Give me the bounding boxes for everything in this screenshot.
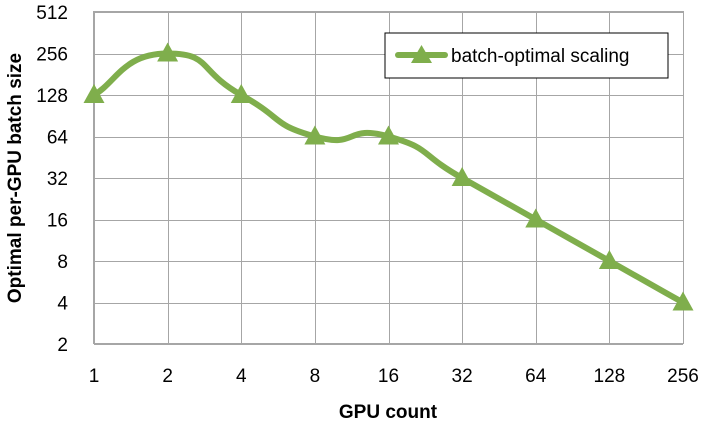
x-tick-label: 1 xyxy=(89,366,100,387)
y-tick-label: 128 xyxy=(36,86,68,107)
series-markers xyxy=(83,42,694,311)
x-tick-label: 4 xyxy=(236,366,247,387)
data-point-16 xyxy=(378,125,399,145)
y-tick-label: 8 xyxy=(57,252,68,273)
data-point-4 xyxy=(230,84,252,103)
y-tick-label: 512 xyxy=(36,3,68,24)
data-point-1 xyxy=(83,84,105,103)
legend: batch-optimal scaling xyxy=(384,32,669,79)
x-tick-labels: 1 2 4 8 16 32 64 128 256 xyxy=(89,366,699,387)
y-tick-label: 16 xyxy=(47,211,68,232)
data-point-32 xyxy=(451,167,473,186)
y-tick-label: 4 xyxy=(57,294,68,315)
data-point-2 xyxy=(157,42,179,62)
x-axis-title: GPU count xyxy=(339,402,438,423)
x-tick-label: 256 xyxy=(667,366,699,387)
plot-area-border xyxy=(93,11,684,344)
y-tick-label: 32 xyxy=(47,169,68,190)
x-tick-label: 2 xyxy=(162,366,173,387)
y-axis-title: Optimal per-GPU batch size xyxy=(5,53,26,303)
y-tick-labels: 2 4 8 16 32 64 128 256 512 xyxy=(36,3,68,356)
data-point-64 xyxy=(525,208,547,228)
legend-triangle-marker xyxy=(411,45,432,63)
x-tick-label: 128 xyxy=(594,366,626,387)
x-tick-label: 64 xyxy=(525,366,547,387)
data-point-8 xyxy=(304,125,326,145)
x-tick-label: 32 xyxy=(452,366,473,387)
y-tick-label: 64 xyxy=(47,128,69,149)
legend-label: batch-optimal scaling xyxy=(451,46,629,67)
y-tick-label: 256 xyxy=(36,45,68,66)
x-tick-label: 8 xyxy=(310,366,321,387)
x-tick-label: 16 xyxy=(378,366,399,387)
y-tick-label: 2 xyxy=(57,335,68,356)
data-point-128 xyxy=(598,250,620,269)
data-point-256 xyxy=(672,291,694,311)
